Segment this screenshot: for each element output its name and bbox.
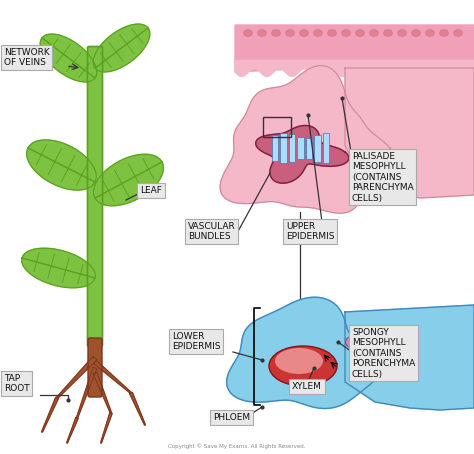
Polygon shape [93,372,111,413]
Text: TAP
ROOT: TAP ROOT [4,374,29,394]
Text: PALISADE
MESOPHYLL
(CONTAINS
PARENCHYMA
CELLS): PALISADE MESOPHYLL (CONTAINS PARENCHYMA … [352,152,414,202]
Ellipse shape [269,346,337,386]
Ellipse shape [272,30,281,36]
Text: Copyright © Save My Exams. All Rights Reserved.: Copyright © Save My Exams. All Rights Re… [168,444,306,449]
Polygon shape [345,305,474,410]
Ellipse shape [285,30,294,36]
Ellipse shape [439,30,448,36]
Polygon shape [227,297,383,409]
Bar [323,133,329,163]
Ellipse shape [370,30,379,36]
Ellipse shape [300,30,309,36]
Polygon shape [345,68,474,198]
Polygon shape [40,34,97,82]
Ellipse shape [398,30,407,36]
Text: NETWORK
OF VEINS: NETWORK OF VEINS [4,48,50,67]
Polygon shape [129,392,146,425]
Ellipse shape [275,348,323,374]
Bar [306,138,312,159]
Text: VASCULAR
BUNDLES: VASCULAR BUNDLES [188,222,236,242]
Text: PHLOEM: PHLOEM [213,413,250,422]
Bar [272,135,279,161]
Ellipse shape [356,30,365,36]
Ellipse shape [341,30,350,36]
Ellipse shape [346,336,358,347]
Ellipse shape [426,30,435,36]
Ellipse shape [375,331,389,341]
Polygon shape [27,140,96,190]
Ellipse shape [257,30,266,36]
Polygon shape [56,356,97,399]
Polygon shape [42,397,58,432]
Ellipse shape [352,356,365,367]
Polygon shape [220,66,395,213]
Ellipse shape [244,30,253,36]
Polygon shape [94,360,131,394]
Polygon shape [93,154,164,206]
FancyBboxPatch shape [88,46,102,346]
Ellipse shape [359,346,373,357]
Polygon shape [67,418,78,443]
Polygon shape [22,248,95,288]
Polygon shape [100,413,112,443]
Ellipse shape [454,30,463,36]
Text: XYLEM: XYLEM [292,382,322,391]
Text: SPONGY
MESOPHYLL
(CONTAINS
PORENCHYMA
CELLS): SPONGY MESOPHYLL (CONTAINS PORENCHYMA CE… [352,328,415,379]
Ellipse shape [383,30,392,36]
Ellipse shape [313,30,322,36]
Bar [281,133,287,163]
Polygon shape [255,125,349,183]
Polygon shape [235,25,474,72]
Text: LOWER
EPIDERMIS: LOWER EPIDERMIS [172,332,220,351]
Ellipse shape [328,30,337,36]
Text: UPPER
EPIDERMIS: UPPER EPIDERMIS [286,222,335,242]
Bar [289,134,295,162]
Bar [298,137,304,159]
Text: LEAF: LEAF [140,186,162,195]
FancyBboxPatch shape [88,338,102,397]
Polygon shape [93,24,150,72]
Bar [315,135,321,162]
Bar [263,117,291,137]
Ellipse shape [411,30,420,36]
Polygon shape [76,367,97,418]
